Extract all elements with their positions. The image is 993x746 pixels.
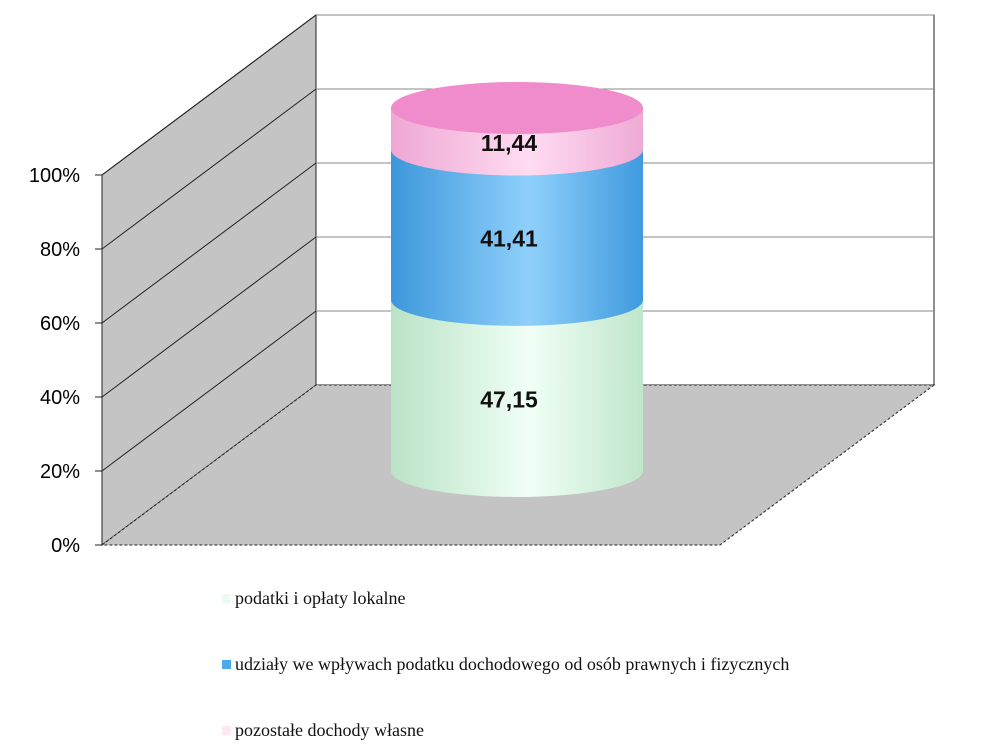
data-labels: 47,15 41,41 11,44 — [480, 130, 538, 413]
y-tick-label: 40% — [40, 387, 80, 409]
legend-swatch — [222, 594, 231, 603]
cylinder — [391, 82, 643, 497]
data-label: 11,44 — [481, 130, 537, 156]
y-axis: 0% 20% 40% 60% 80% 100% — [29, 165, 102, 557]
y-tick-label: 20% — [40, 461, 80, 483]
data-label: 41,41 — [480, 226, 538, 252]
legend-item: podatki i opłaty lokalne — [222, 588, 405, 609]
legend-label: pozostałe dochody własne — [235, 720, 424, 740]
cylinder-top-cap — [391, 82, 643, 134]
y-tick-label: 80% — [40, 239, 80, 261]
gridline-side — [101, 88, 317, 250]
stacked-cylinder-chart: 0% 20% 40% 60% 80% 100% 47,15 41,41 11,44 — [29, 14, 936, 557]
y-tick-label: 100% — [29, 165, 80, 187]
gridline-side — [101, 162, 317, 324]
cylinder-segment — [391, 149, 643, 326]
y-tick-label: 0% — [51, 535, 80, 557]
gridline-side — [101, 14, 317, 176]
legend-item: udziały we wpływach podatku dochodowego … — [222, 654, 789, 675]
gridline-side — [101, 236, 317, 398]
legend-swatch — [222, 660, 231, 669]
data-label: 47,15 — [480, 386, 538, 412]
gridline-side — [101, 310, 317, 472]
y-tick-label: 60% — [40, 313, 80, 335]
legend-label: podatki i opłaty lokalne — [235, 588, 406, 608]
legend-label: udziały we wpływach podatku dochodowego … — [235, 654, 790, 674]
legend-swatch — [222, 726, 231, 735]
cylinder-segment — [391, 299, 643, 497]
legend-item: pozostałe dochody własne — [222, 720, 424, 741]
